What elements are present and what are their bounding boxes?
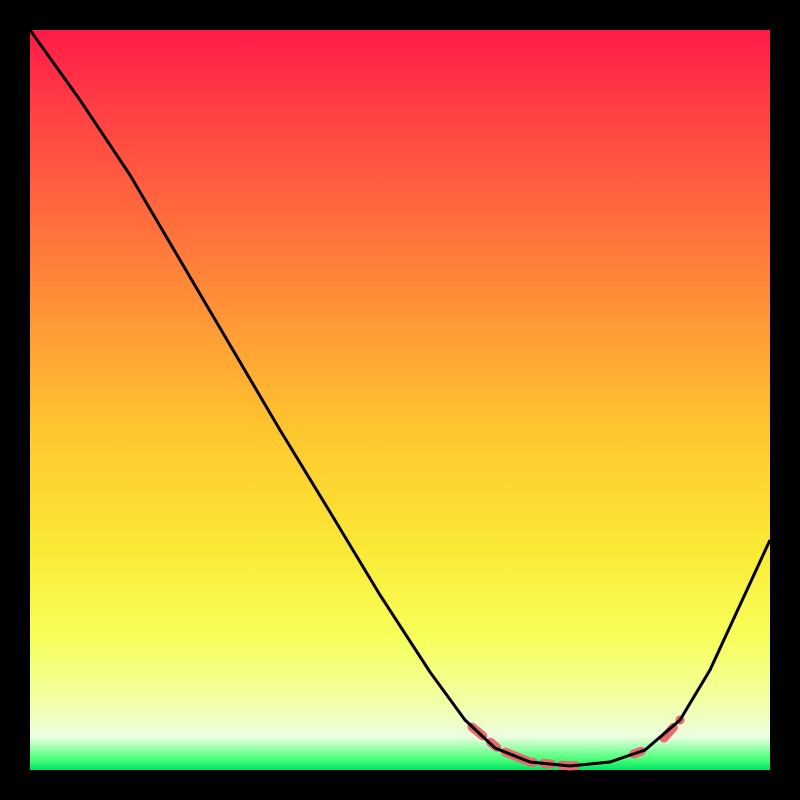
watermark-text: TheBottleneck.com — [604, 4, 792, 30]
bottleneck-chart — [0, 0, 800, 800]
chart-svg — [0, 0, 800, 800]
plot-background — [30, 30, 770, 770]
